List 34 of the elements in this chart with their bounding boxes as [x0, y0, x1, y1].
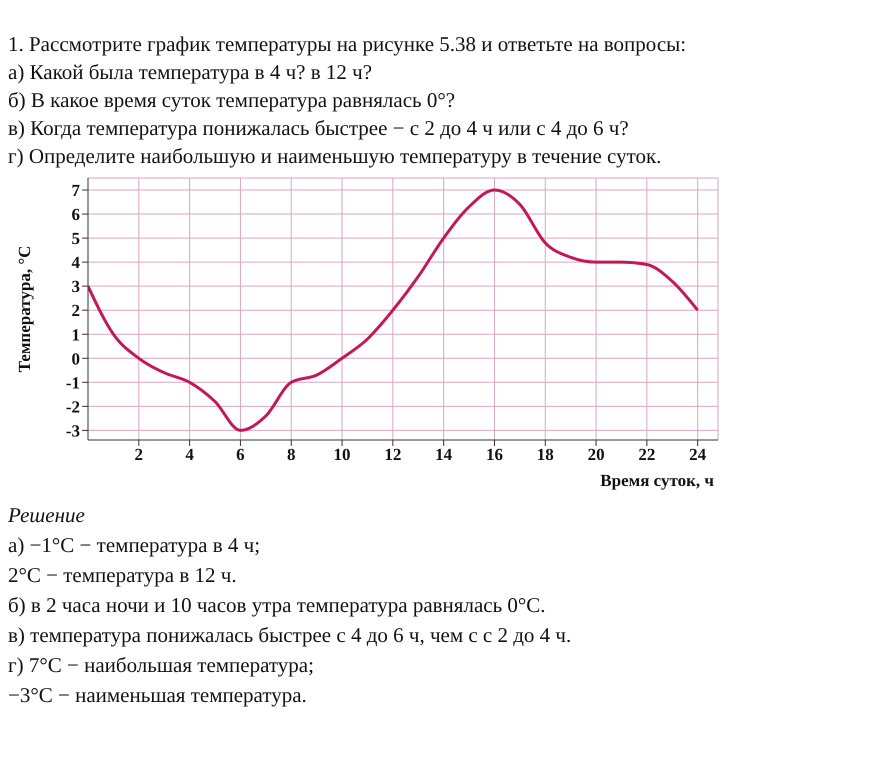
chart-title: 1. Рассмотрите график температуры на рисунке 5.38 и ответьте на вопросы: а) Какой была температура в 4 ч? в 12 ч? б) В какое время суток температура равнялась 0°? в) Когда температура понижалась быстрее − с 2 до 4 ч или с 4 до 6 ч? г) Определите наибольшую и наименьшую температуру в течение суток. — [8, 31, 688, 170]
y-tick-label: 1 — [72, 325, 80, 344]
x-tick-label: 22 — [638, 445, 656, 464]
y-tick-label: -2 — [66, 397, 80, 416]
y-tick-label: 3 — [72, 277, 80, 296]
y-tick-label: -3 — [66, 421, 80, 440]
x-tick-label: 16 — [486, 445, 503, 464]
x-axis-title: Время суток, ч — [600, 471, 714, 490]
text: а) −1°C − температура в 4 ч; — [8, 532, 262, 559]
x-tick-label: 8 — [286, 445, 296, 464]
y-axis-title: Температура, °C — [15, 246, 34, 372]
x-tick-label: 6 — [236, 445, 245, 464]
text: б) в 2 часа ночи и 10 часов утра температура равнялась 0°C. — [8, 592, 547, 619]
y-tick-label: 6 — [72, 205, 80, 224]
x-tick-label: 2 — [134, 445, 144, 464]
x-tick-label: 24 — [689, 445, 707, 464]
text: г) 7°C − наибольшая температура; — [8, 652, 315, 679]
x-tick-label: 10 — [334, 445, 351, 464]
x-tick-label: 20 — [588, 445, 605, 464]
y-tick-label: 0 — [72, 349, 80, 368]
text: Решение — [8, 502, 86, 529]
line-series — [88, 188, 700, 432]
x-tick-label: 14 — [435, 445, 453, 464]
text: 2°C − температура в 12 ч. — [8, 562, 238, 589]
text: −3°C − наименьшая температура. — [8, 682, 308, 709]
y-tick-label: 7 — [72, 181, 80, 200]
x-tick-label: 18 — [536, 445, 554, 464]
y-tick-label: -1 — [66, 373, 80, 392]
y-tick-label: 5 — [72, 229, 80, 248]
x-tick-label: 12 — [384, 445, 402, 464]
text: в) температура понижалась быстрее с 4 до 6 ч, чем с с 2 до 4 ч. — [8, 622, 572, 649]
x-tick-label: 4 — [185, 445, 194, 464]
y-tick-label: 4 — [72, 253, 80, 272]
y-tick-label: 2 — [72, 301, 80, 320]
